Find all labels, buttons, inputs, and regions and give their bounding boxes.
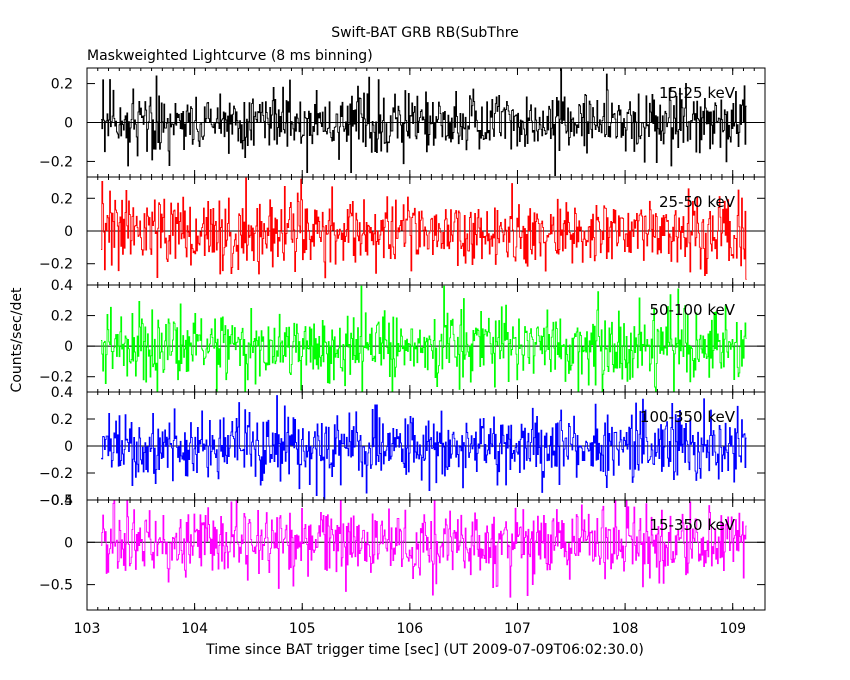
y-tick-label: 0.2 bbox=[51, 309, 73, 325]
panel-frame bbox=[86, 499, 766, 611]
y-tick-label: 0 bbox=[64, 439, 73, 455]
chart-title: Swift-BAT GRB RB(SubThre bbox=[331, 25, 519, 41]
x-tick-label: 108 bbox=[612, 621, 639, 637]
y-tick-label: 0 bbox=[64, 535, 73, 551]
x-tick-label: 103 bbox=[74, 621, 101, 637]
y-tick-label: −0.2 bbox=[39, 257, 73, 273]
series-line-3 bbox=[100, 285, 747, 392]
panel-3: 50-100 keV −0.2 0 0.2 0.4 bbox=[39, 278, 766, 393]
y-tick-label: 0.4 bbox=[51, 385, 73, 401]
x-tick-label: 109 bbox=[719, 621, 746, 637]
series-label-4: 100-350 keV bbox=[640, 408, 736, 426]
y-tick-label: 0 bbox=[64, 339, 73, 355]
panel-1: 15-25 keV −0.2 0 0.2 bbox=[39, 67, 766, 178]
series-line-4 bbox=[100, 395, 747, 500]
series-line-2 bbox=[100, 177, 747, 280]
panel-4: 100-350 keV −0.4 −0.2 0 0.2 0.4 bbox=[39, 385, 766, 509]
y-tick-label: −0.5 bbox=[39, 578, 73, 594]
series-line-1 bbox=[100, 68, 747, 176]
x-tick-label: 106 bbox=[396, 621, 423, 637]
y-tick-label: −0.2 bbox=[39, 466, 73, 482]
y-tick-label: 0.5 bbox=[51, 493, 73, 509]
y-tick-label: −0.4 bbox=[39, 493, 73, 509]
series-label-1: 15-25 keV bbox=[659, 84, 736, 102]
y-tick-label: 0.2 bbox=[51, 191, 73, 207]
series-label-2: 25-50 keV bbox=[659, 193, 736, 211]
y-tick-label: 0.2 bbox=[51, 412, 73, 428]
y-axis-label: Counts/sec/det bbox=[9, 287, 25, 392]
panel-2: 25-50 keV −0.2 0 0.2 bbox=[39, 176, 766, 286]
y-tick-label: 0 bbox=[64, 224, 73, 240]
series-label-3: 50-100 keV bbox=[649, 301, 735, 319]
y-tick-label: 0.4 bbox=[51, 278, 73, 294]
x-tick-label: 107 bbox=[504, 621, 531, 637]
y-tick-label: −0.2 bbox=[39, 154, 73, 170]
panel-5: 15-350 keV −0.5 0 0.5 bbox=[39, 493, 766, 611]
y-tick-label: −0.2 bbox=[39, 370, 73, 386]
x-axis-label: Time since BAT trigger time [sec] (UT 20… bbox=[205, 642, 644, 658]
chart-subtitle: Maskweighted Lightcurve (8 ms binning) bbox=[87, 48, 373, 64]
y-tick-label: 0.2 bbox=[51, 77, 73, 93]
x-tick-label: 104 bbox=[181, 621, 208, 637]
series-line-5 bbox=[100, 500, 747, 598]
x-tick-labels: 103 104 105 106 107 108 109 bbox=[74, 621, 746, 637]
y-tick-label: 0 bbox=[64, 116, 73, 132]
series-label-5: 15-350 keV bbox=[649, 516, 735, 534]
x-tick-label: 105 bbox=[289, 621, 316, 637]
panels-group: 15-25 keV−0.200.225-50 keV−0.200.250-100… bbox=[39, 67, 766, 611]
